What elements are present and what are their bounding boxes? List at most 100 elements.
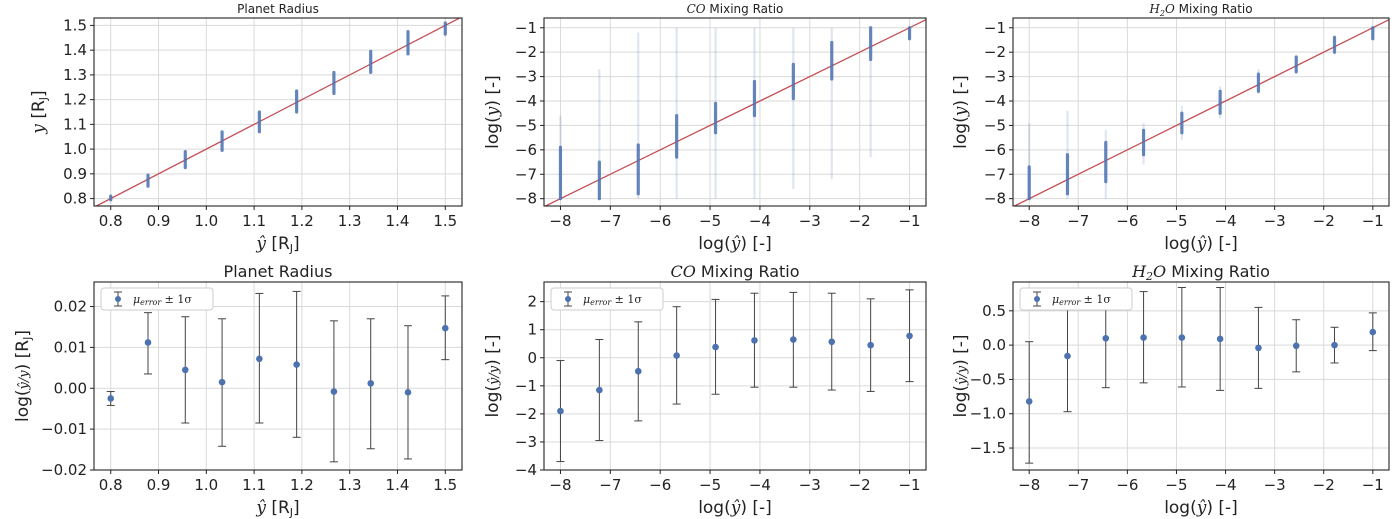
x-tick-label: −1 bbox=[1362, 476, 1384, 494]
x-tick-label: 1.5 bbox=[433, 212, 457, 230]
mean-marker bbox=[144, 339, 152, 346]
error-point-8 bbox=[366, 318, 375, 450]
legend-label: μerror ± 1σ bbox=[583, 293, 642, 307]
y-tick-label: 1.5 bbox=[63, 16, 87, 34]
error-co-mixing: μerror ± 1σ −8 −7 −6 −5 −4 −3 −2 −1 −4 −3 −2 −1 0 1 2 CO… bbox=[483, 262, 927, 518]
x-tick-label: −5 bbox=[699, 212, 721, 230]
mean-marker bbox=[557, 407, 564, 415]
axes-frame bbox=[543, 281, 927, 471]
y-tick-label: 0.9 bbox=[63, 165, 87, 183]
x-tick-label: −1 bbox=[1362, 212, 1384, 230]
y-tick-label: −7 bbox=[984, 165, 1006, 183]
y-tick-label: 1.3 bbox=[63, 66, 87, 84]
x-tick-label: 1.0 bbox=[194, 212, 218, 230]
x-tick-label: −4 bbox=[1214, 476, 1236, 494]
x-tick-label: −6 bbox=[649, 476, 671, 494]
x-tick-label: −7 bbox=[1067, 212, 1089, 230]
error-point-5 bbox=[1177, 286, 1186, 388]
y-tick-label: 1 bbox=[527, 321, 537, 339]
error-point-10 bbox=[905, 289, 914, 383]
x-tick-label: 1.1 bbox=[242, 476, 266, 494]
x-tick-label: 1.0 bbox=[194, 476, 218, 494]
chart-title: CO Mixing Ratio bbox=[670, 262, 799, 281]
axes-frame bbox=[1012, 281, 1390, 471]
y-tick-label: −2 bbox=[515, 43, 537, 61]
mean-marker bbox=[1025, 398, 1033, 405]
identity-line bbox=[544, 18, 926, 206]
x-axis-label: ŷ [RJ] bbox=[255, 498, 299, 519]
scatter-co-mixing: −8 −7 −6 −5 −4 −3 −2 −1 −8 −7 −6 −5 −4 −3 −2 −1 CO Mixin… bbox=[483, 2, 927, 254]
identity-line bbox=[1013, 18, 1389, 206]
identity-line bbox=[94, 18, 462, 206]
y-tick-label: −1.0 bbox=[970, 405, 1006, 423]
x-tick-label: 0.8 bbox=[99, 212, 123, 230]
y-tick-label: −8 bbox=[515, 190, 537, 208]
legend-label: μerror ± 1σ bbox=[133, 293, 192, 307]
legend-box bbox=[1019, 287, 1133, 311]
x-axis-label: ŷ [RJ] bbox=[255, 234, 299, 255]
mean-marker bbox=[256, 355, 263, 363]
error-point-3 bbox=[634, 321, 643, 422]
x-tick-label: 1.3 bbox=[338, 476, 362, 494]
mean-marker bbox=[712, 343, 719, 351]
error-point-7 bbox=[1254, 306, 1263, 389]
y-tick-label: 1.2 bbox=[63, 91, 87, 109]
mean-marker bbox=[1064, 352, 1071, 360]
x-tick-label: 1.1 bbox=[242, 212, 266, 230]
y-axis-label: log(y) [-] bbox=[483, 75, 503, 149]
x-tick-label: 1.5 bbox=[433, 476, 457, 494]
x-axis-label: log(ŷ) [-] bbox=[1164, 234, 1238, 254]
y-axis-label: log(ŷ/y) [-] bbox=[951, 334, 971, 417]
y-tick-label: −0.02 bbox=[41, 461, 87, 479]
error-planet-radius: μerror ± 1σ 0.8 0.9 1.0 1.1 1.2 1.3 1.4 1.5 −0.02… bbox=[13, 262, 463, 519]
x-tick-label: −6 bbox=[1116, 476, 1138, 494]
y-tick-label: −7 bbox=[515, 165, 537, 183]
error-point-10 bbox=[1368, 312, 1377, 352]
plot-area bbox=[544, 18, 926, 206]
scatter-planet-radius: 0.8 0.9 1.0 1.1 1.2 1.3 1.4 1.5 0.8 0.9 1.0 1.1 1.2 1… bbox=[29, 2, 463, 255]
error-point-4 bbox=[672, 306, 681, 405]
x-tick-label: 1.4 bbox=[386, 476, 410, 494]
x-tick-label: −2 bbox=[849, 476, 871, 494]
y-tick-label: −5 bbox=[515, 116, 537, 134]
x-tick-label: −7 bbox=[599, 212, 621, 230]
chart-title: Planet Radius bbox=[237, 2, 319, 16]
x-tick-label: 1.3 bbox=[338, 212, 362, 230]
error-point-8 bbox=[827, 292, 836, 391]
mean-marker bbox=[906, 332, 913, 340]
x-tick-label: −5 bbox=[1165, 212, 1187, 230]
plot-area bbox=[1013, 282, 1389, 470]
error-point-3 bbox=[181, 316, 190, 424]
legend-box bbox=[550, 287, 664, 311]
mean-marker bbox=[107, 395, 115, 402]
y-tick-label: 0.02 bbox=[54, 298, 87, 316]
mean-marker bbox=[1292, 342, 1300, 350]
mean-marker bbox=[330, 388, 338, 395]
x-tick-label: −7 bbox=[1067, 476, 1089, 494]
error-point-10 bbox=[441, 295, 450, 361]
chart-title: H2O Mixing Ratio bbox=[1148, 2, 1252, 18]
x-tick-label: −2 bbox=[1313, 212, 1335, 230]
y-axis-label: log(y) [-] bbox=[951, 75, 971, 149]
x-axis-label: log(ŷ) [-] bbox=[698, 498, 772, 518]
x-tick-label: −2 bbox=[1313, 476, 1335, 494]
mean-marker bbox=[751, 337, 758, 344]
y-tick-label: 0.01 bbox=[54, 338, 87, 356]
plot-area bbox=[94, 282, 462, 470]
y-axis-label: log(ŷ/y) [-] bbox=[483, 334, 503, 417]
error-point-1 bbox=[556, 360, 565, 463]
mean-marker bbox=[790, 336, 797, 343]
legend: μerror ± 1σ bbox=[550, 287, 664, 311]
mean-marker bbox=[596, 386, 603, 394]
mean-marker bbox=[1331, 341, 1338, 349]
mean-marker bbox=[404, 389, 412, 396]
error-point-7 bbox=[329, 320, 338, 463]
y-tick-label: −5 bbox=[984, 116, 1006, 134]
x-tick-label: −4 bbox=[1214, 212, 1236, 230]
y-tick-label: −4 bbox=[984, 92, 1006, 110]
mean-marker bbox=[1255, 344, 1262, 352]
error-point-6 bbox=[750, 292, 759, 388]
error-point-9 bbox=[403, 325, 412, 460]
y-tick-label: −1.5 bbox=[970, 439, 1006, 457]
